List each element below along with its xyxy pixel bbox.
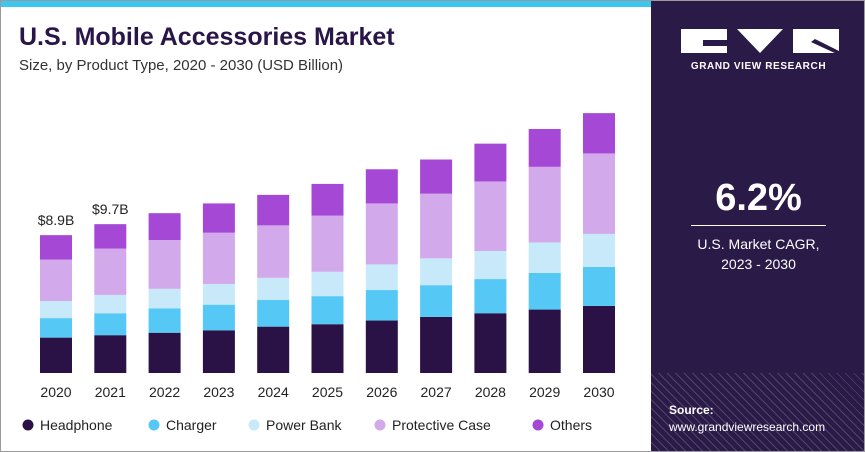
bar-power-bank-2025: [311, 271, 344, 297]
legend-swatch-power-bank: [248, 419, 260, 431]
bar-headphone-2021: [94, 335, 127, 373]
source-link[interactable]: www.grandviewresearch.com: [669, 420, 826, 434]
bar-charger-2020: [40, 318, 72, 338]
bar-headphone-2026: [365, 320, 398, 373]
legend-label-power-bank: Power Bank: [266, 417, 342, 433]
legend-label-headphone: Headphone: [40, 417, 113, 433]
bar-others-2028: [474, 143, 507, 182]
bar-protective-case-2028: [474, 181, 507, 251]
grand-view-research-logo: [681, 29, 839, 55]
bar-charger-2027: [420, 285, 453, 317]
source-label: Source:: [669, 403, 714, 417]
x-tick-2030: 2030: [583, 384, 614, 400]
bar-power-bank-2027: [420, 258, 453, 286]
x-tick-2025: 2025: [312, 384, 343, 400]
bar-charger-2026: [365, 290, 398, 321]
legend-label-others: Others: [550, 417, 592, 433]
x-tick-2026: 2026: [366, 384, 397, 400]
bar-headphone-2025: [311, 324, 344, 373]
bar-charger-2028: [474, 279, 507, 314]
bar-headphone-2028: [474, 313, 507, 373]
bar-power-bank-2028: [474, 251, 507, 280]
chart-panel: $8.9B 2020 $9.7B 2021 2022 2023 2024 2025 2026 20…: [1, 1, 651, 451]
x-tick-2024: 2024: [258, 384, 289, 400]
bar-headphone-2030: [583, 305, 615, 373]
bar-power-bank-2022: [148, 288, 181, 309]
cagr-label-line2: 2023 - 2030: [721, 256, 796, 272]
cagr-divider: [691, 225, 826, 226]
x-tick-2022: 2022: [149, 384, 180, 400]
bar-others-2029: [528, 129, 561, 167]
accent-bar: [1, 1, 651, 7]
data-label-2021: $9.7B: [92, 201, 129, 217]
bar-others-2026: [365, 169, 398, 204]
bar-charger-2030: [583, 266, 615, 306]
bar-headphone-2024: [257, 326, 290, 373]
brand-name: GRAND VIEW RESEARCH: [690, 61, 827, 72]
bar-power-bank-2024: [257, 277, 290, 300]
x-tick-2027: 2027: [421, 384, 452, 400]
bar-headphone-2027: [420, 316, 453, 373]
bar-power-bank-2030: [583, 233, 615, 267]
bar-others-2021: [94, 224, 127, 249]
decorative-hatch: [651, 373, 864, 451]
legend-swatch-headphone: [22, 419, 34, 431]
bar-charger-2024: [257, 299, 290, 327]
bar-headphone-2022: [148, 332, 181, 373]
bar-protective-case-2023: [202, 232, 235, 284]
bar-power-bank-2021: [94, 294, 127, 314]
x-tick-2028: 2028: [475, 384, 506, 400]
bar-others-2025: [311, 183, 344, 216]
bar-protective-case-2026: [365, 203, 398, 265]
bar-protective-case-2020: [40, 259, 72, 302]
chart-title: U.S. Mobile Accessories Market: [19, 23, 395, 51]
x-tick-2029: 2029: [529, 384, 560, 400]
bar-charger-2021: [94, 313, 127, 336]
bar-power-bank-2020: [40, 301, 72, 319]
bar-others-2027: [420, 159, 453, 194]
bar-others-2022: [148, 213, 181, 241]
bar-protective-case-2025: [311, 215, 344, 272]
bar-protective-case-2027: [420, 193, 453, 259]
bar-others-2024: [257, 194, 290, 226]
bar-headphone-2023: [202, 330, 235, 373]
cagr-value: 6.2%: [715, 177, 802, 219]
bar-protective-case-2030: [583, 153, 615, 234]
bar-charger-2022: [148, 308, 181, 333]
info-sidebar: GRAND VIEW RESEARCH 6.2% U.S. Market CAG…: [651, 1, 864, 451]
legend-label-protective-case: Protective Case: [392, 417, 491, 433]
bar-others-2020: [40, 235, 72, 260]
legend-swatch-protective-case: [374, 419, 386, 431]
bar-power-bank-2026: [365, 264, 398, 291]
bar-protective-case-2029: [528, 166, 561, 243]
data-label-2020: $8.9B: [38, 212, 75, 228]
bar-power-bank-2029: [528, 242, 561, 273]
bar-headphone-2029: [528, 309, 561, 373]
bar-protective-case-2022: [148, 240, 181, 289]
bar-charger-2025: [311, 296, 344, 325]
legend-label-charger: Charger: [166, 417, 217, 433]
bar-charger-2023: [202, 304, 235, 331]
legend-swatch-charger: [148, 419, 160, 431]
bar-protective-case-2021: [94, 248, 127, 295]
stacked-bar-chart: $8.9B 2020 $9.7B 2021 2022 2023 2024 2025 2026 20…: [22, 113, 615, 433]
x-tick-2021: 2021: [95, 384, 126, 400]
cagr-label-line1: U.S. Market CAGR,: [697, 236, 820, 252]
cagr-label: U.S. Market CAGR, 2023 - 2030: [651, 234, 864, 274]
bar-others-2030: [583, 113, 615, 154]
x-tick-2020: 2020: [40, 384, 71, 400]
x-tick-2023: 2023: [203, 384, 234, 400]
chart-subtitle: Size, by Product Type, 2020 - 2030 (USD …: [19, 57, 344, 74]
bar-others-2023: [202, 203, 235, 233]
bar-protective-case-2024: [257, 225, 290, 278]
legend-swatch-others: [532, 419, 544, 431]
bar-charger-2029: [528, 272, 561, 310]
bar-power-bank-2023: [202, 283, 235, 305]
bar-headphone-2020: [40, 337, 72, 373]
